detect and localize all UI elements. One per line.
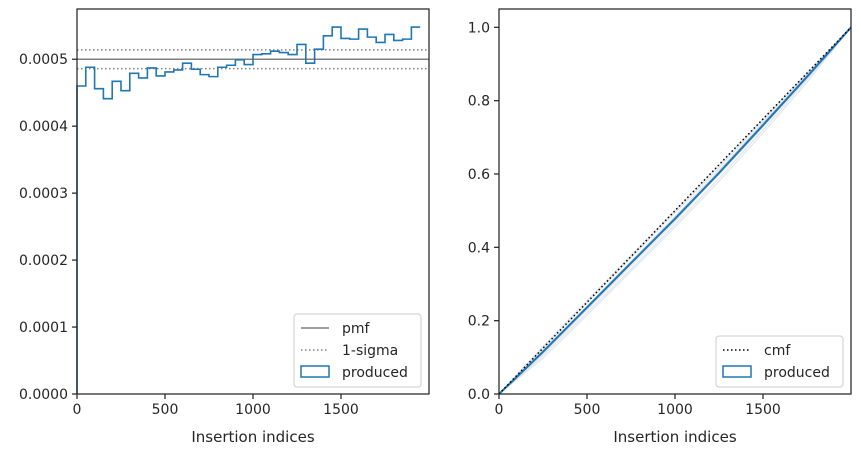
left-x-tick-label: 1500 — [323, 402, 359, 418]
right-y-tick-label: 0.4 — [468, 240, 490, 256]
produced-cmf-legend-swatch — [722, 365, 752, 378]
sample-cmf-line — [498, 27, 852, 395]
left-x-tick-label: 0 — [73, 402, 82, 418]
sample-cmf-line — [498, 27, 852, 395]
left-y-tick-label: 0.0000 — [19, 387, 68, 403]
cmf-line — [498, 26, 852, 395]
left-legend-box — [293, 313, 422, 388]
right-y-tick-label: 0.2 — [468, 314, 490, 330]
pmf-legend-label: pmf — [342, 321, 371, 337]
right-legend: cmf produced — [715, 335, 844, 388]
left-x-tick-label: 500 — [152, 402, 179, 418]
pmf-histogram-panel: 0 500 1000 1500 0.0000 0.0001 0.0002 0.0003 0.00… — [19, 8, 430, 446]
left-axes-frame — [76, 8, 430, 395]
left-y-tick-label: 0.0005 — [19, 52, 68, 68]
left-legend: pmf 1-sigma produced — [293, 313, 422, 388]
right-x-tick-label: 1000 — [657, 402, 693, 418]
left-y-tick-label: 0.0002 — [19, 253, 68, 269]
right-axis-ticks: 0 500 1000 1500 0.0 0.2 0.4 0.6 0.8 1.0 — [468, 20, 781, 418]
left-series-layer — [76, 26, 429, 394]
cmf-legend-label: cmf — [764, 343, 791, 359]
produced-legend-label: produced — [342, 365, 408, 381]
right-x-tick-label: 1500 — [745, 402, 781, 418]
left-x-axis-label: Insertion indices — [191, 428, 314, 446]
produced-cmf-legend-label: produced — [764, 365, 830, 381]
cmf-panel: 0 500 1000 1500 0.0 0.2 0.4 0.6 0.8 1.0 Insertion… — [468, 8, 852, 446]
sample-cmf-line — [498, 26, 852, 395]
left-axis-ticks: 0 500 1000 1500 0.0000 0.0001 0.0002 0.0003 0.00… — [19, 52, 359, 418]
right-legend-box — [715, 335, 844, 388]
produced-cmf-line — [498, 26, 852, 395]
left-y-tick-label: 0.0004 — [19, 119, 68, 135]
right-y-tick-label: 0.6 — [468, 167, 490, 183]
sigma-legend-label: 1-sigma — [342, 343, 398, 359]
right-x-tick-label: 500 — [574, 402, 601, 418]
produced-legend-swatch — [300, 365, 330, 378]
right-y-tick-label: 0.8 — [468, 94, 490, 110]
left-y-tick-label: 0.0001 — [19, 320, 68, 336]
right-axes-frame — [498, 8, 852, 395]
right-x-tick-label: 0 — [495, 402, 504, 418]
right-y-tick-label: 1.0 — [468, 20, 490, 36]
produced-histogram-steps — [76, 26, 421, 394]
left-x-tick-label: 1000 — [235, 402, 271, 418]
right-x-axis-label: Insertion indices — [613, 428, 736, 446]
left-y-tick-label: 0.0003 — [19, 186, 68, 202]
right-y-tick-label: 0.0 — [468, 387, 490, 403]
right-series-layer — [498, 26, 852, 395]
